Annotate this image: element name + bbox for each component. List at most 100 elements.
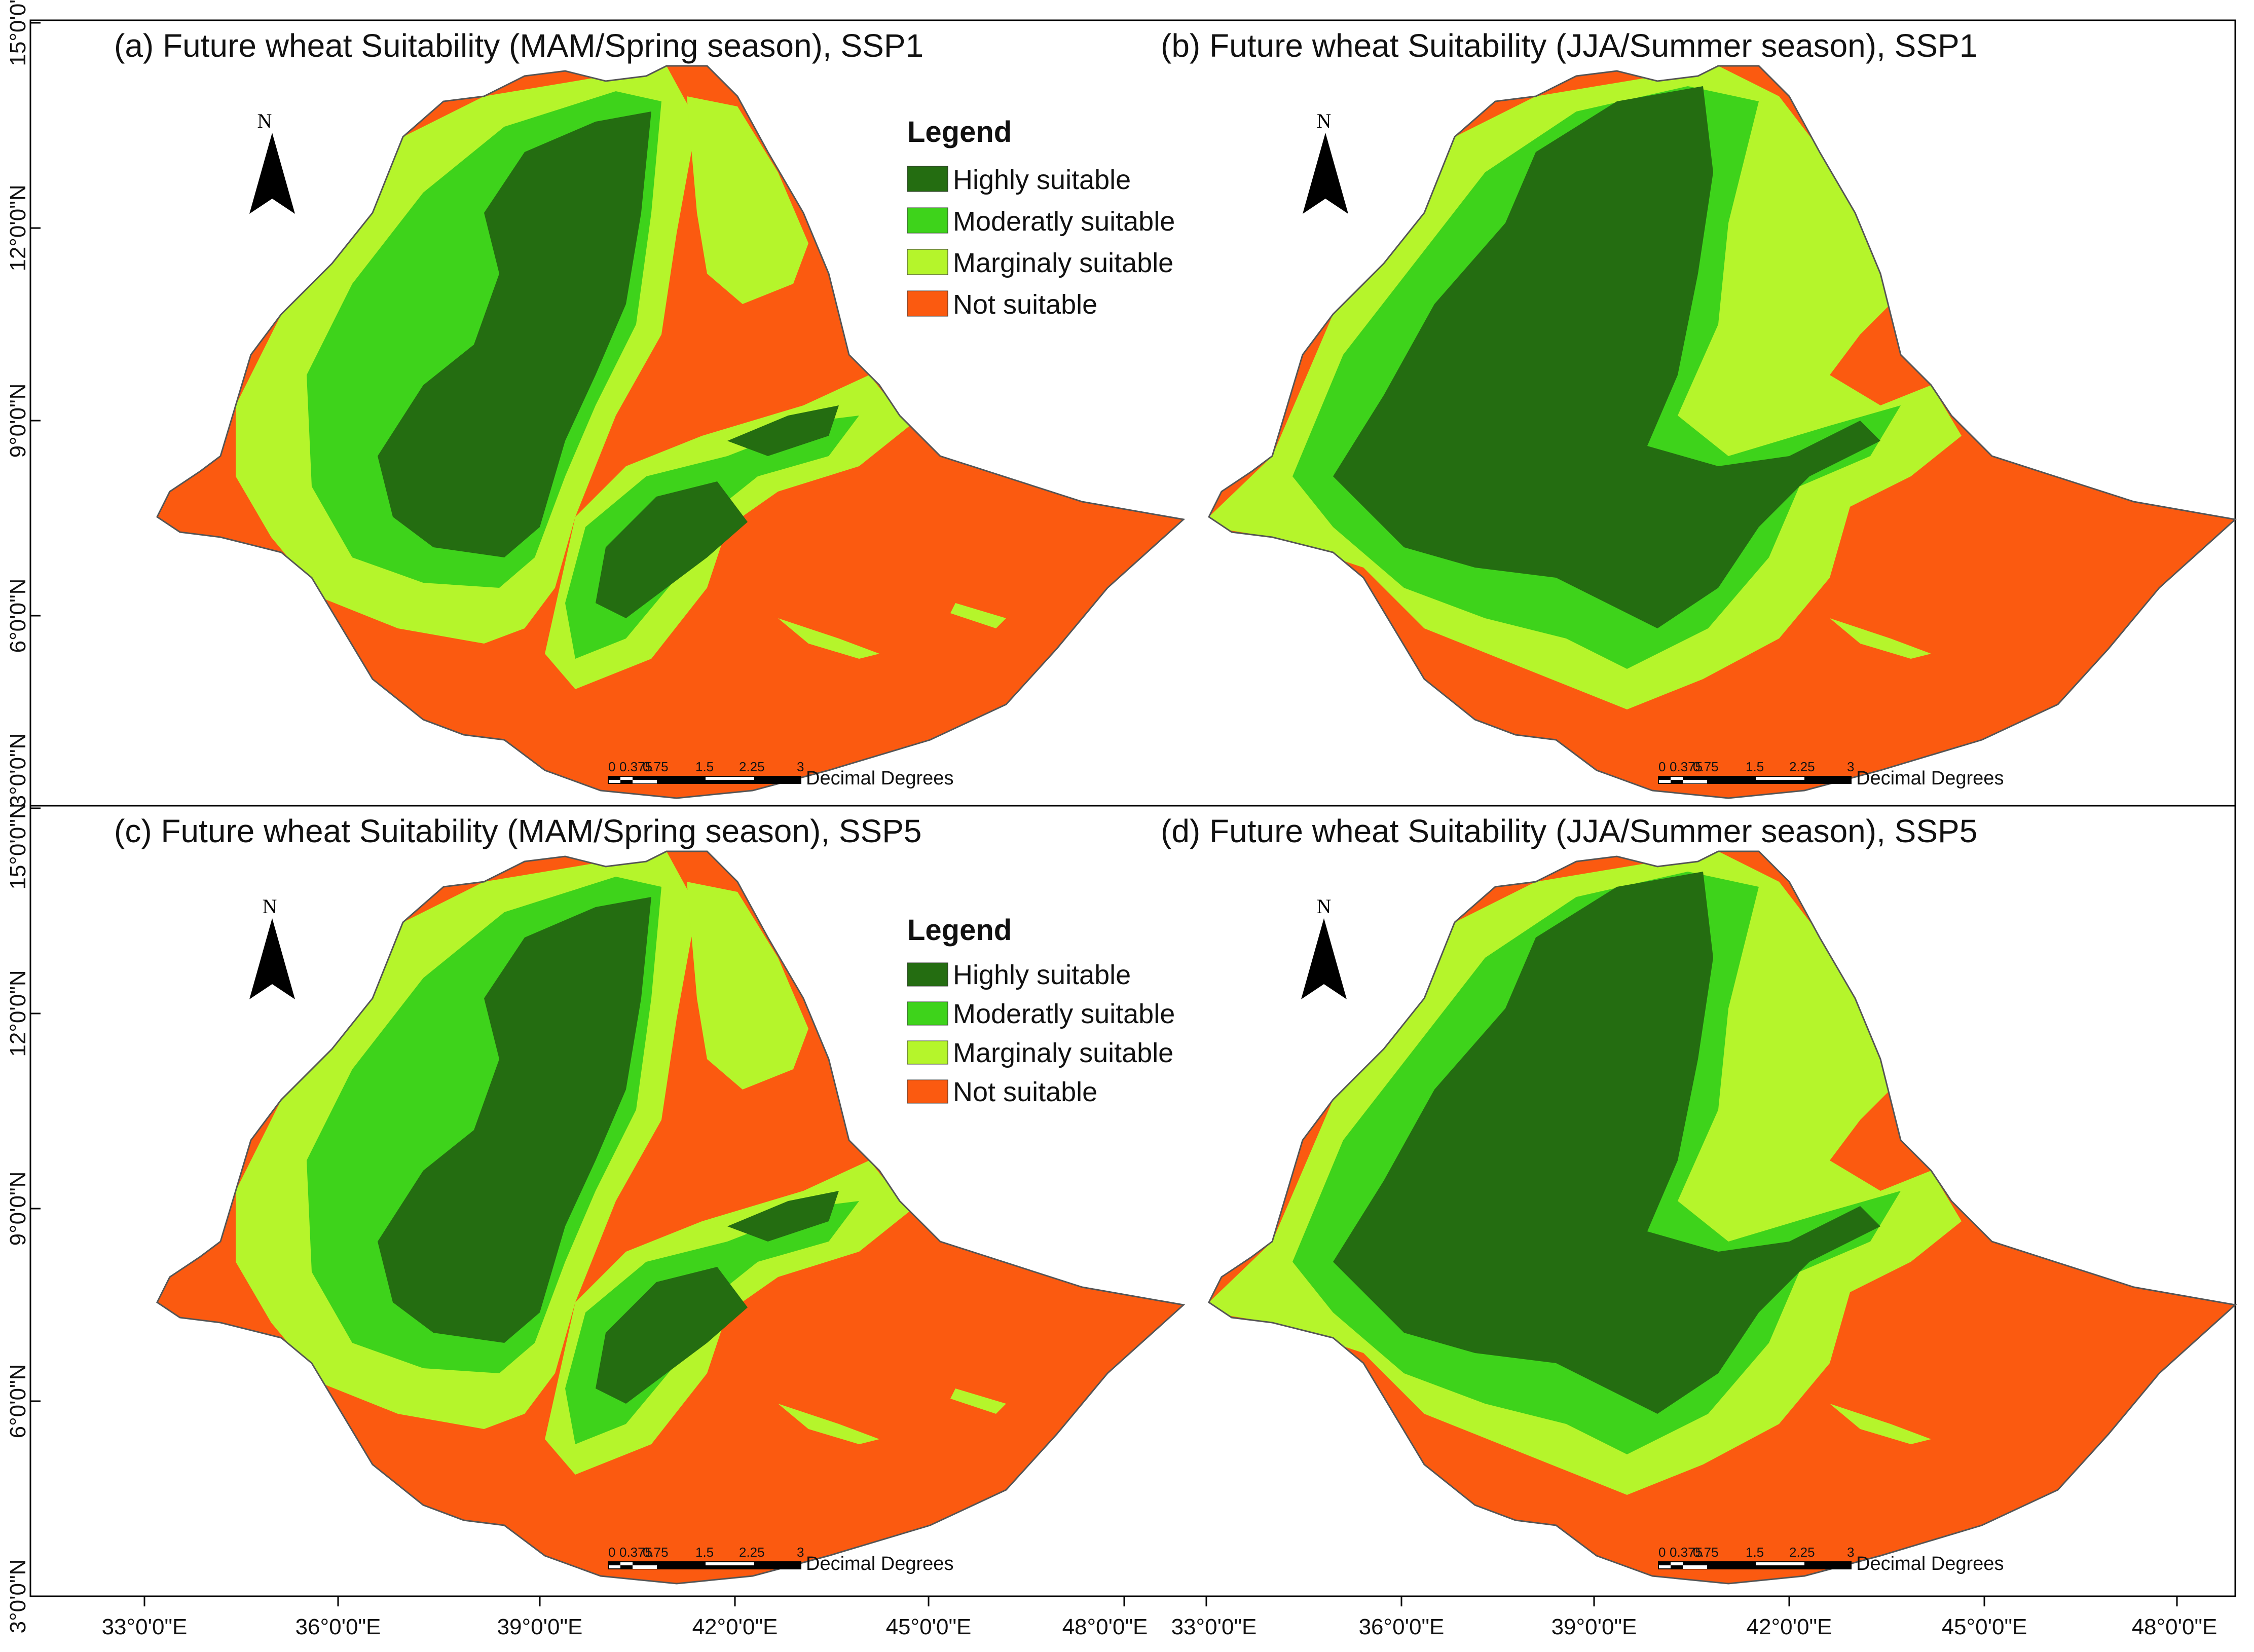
north-arrow-b: N — [1303, 109, 1348, 214]
x-tick-label: 42°0'0"E — [692, 1615, 778, 1639]
legend-heading: Legend — [907, 116, 1012, 148]
map-panel-d — [1209, 851, 2235, 1584]
north-arrow-icon — [249, 133, 295, 214]
north-arrow-icon — [249, 918, 295, 999]
y-tick-label: 12°0'0"N — [6, 970, 30, 1057]
scale-tick-label: 2.25 — [739, 1545, 765, 1560]
north-arrow-label: N — [1317, 109, 1332, 132]
legend-label-not: Not suitable — [953, 1077, 1097, 1107]
scale-tick-label: 0.375 — [1670, 759, 1703, 774]
legend-label-highly: Highly suitable — [953, 165, 1131, 195]
x-tick-label: 45°0'0"E — [886, 1615, 972, 1639]
north-arrow-icon — [1301, 918, 1347, 999]
scale-tick-label: 0 — [1658, 759, 1666, 774]
legend-label-highly: Highly suitable — [953, 960, 1131, 990]
x-tick-label: 36°0'0"E — [295, 1615, 381, 1639]
legend-swatch-marginal — [907, 1040, 948, 1065]
x-tick-label: 39°0'0"E — [497, 1615, 583, 1639]
legend-label-not: Not suitable — [953, 289, 1097, 320]
x-tick-label: 36°0'0"E — [1359, 1615, 1445, 1639]
x-tick-label: 48°0'0"E — [1062, 1615, 1148, 1639]
legend-swatch-not — [907, 290, 948, 317]
legend-swatch-moderate — [907, 207, 948, 234]
y-tick-label: 9°0'0"N — [6, 1172, 30, 1246]
scale-tick-label: 3 — [1847, 1545, 1854, 1560]
scale-tick-label: 1.5 — [1746, 759, 1764, 774]
scale-tick-label: 1.5 — [1746, 1545, 1764, 1560]
y-tick-label: 15°0'0"N — [6, 803, 30, 889]
legend-heading: Legend — [907, 914, 1012, 947]
scale-bar-graphic — [1658, 776, 1852, 784]
y-tick-label: 6°0'0"N — [6, 1364, 30, 1439]
scale-tick-label: 0.75 — [1693, 759, 1719, 774]
scale-tick-label: 3 — [797, 759, 804, 774]
scale-tick-label: 0 — [608, 759, 615, 774]
scale-tick-label: 3 — [1847, 759, 1854, 774]
map-panel-b — [1209, 66, 2235, 798]
panel-title-b: (b) Future wheat Suitability (JJA/Summer… — [1161, 27, 1977, 64]
map-frame-bottom — [29, 805, 2236, 1597]
scale-tick-label: 0 — [608, 1545, 615, 1560]
north-arrow-label: N — [1317, 895, 1332, 918]
north-arrow-c: N — [249, 895, 295, 999]
scale-tick-label: 0.375 — [619, 759, 652, 774]
legend-label-marginal: Marginaly suitable — [953, 248, 1173, 278]
scale-unit: Decimal Degrees — [806, 1553, 953, 1574]
north-arrow-label: N — [263, 895, 277, 918]
north-arrow-icon — [1303, 133, 1348, 214]
legend-swatch-highly — [907, 166, 948, 192]
x-tick-label: 42°0'0"E — [1747, 1615, 1832, 1639]
y-tick-label: 3°0'0"N — [6, 1559, 30, 1634]
scale-bar-b: 0 0.375 0.75 1.5 2.25 3 Decimal Degrees — [1658, 759, 2004, 789]
scale-tick-label: 0.75 — [643, 759, 669, 774]
x-tick-label: 48°0'0"E — [2132, 1615, 2218, 1639]
y-axis-ticks — [30, 22, 41, 1597]
y-tick-label: 3°0'0"N — [6, 733, 30, 808]
x-tick-label: 39°0'0"E — [1551, 1615, 1637, 1639]
north-arrow-d: N — [1301, 895, 1347, 999]
scale-unit: Decimal Degrees — [806, 768, 953, 789]
scale-unit: Decimal Degrees — [1856, 1553, 2004, 1574]
scale-tick-label: 2.25 — [1789, 759, 1815, 774]
scale-tick-label: 1.5 — [695, 1545, 714, 1560]
x-tick-label: 33°0'0"E — [1171, 1615, 1257, 1639]
scale-tick-label: 2.25 — [1789, 1545, 1815, 1560]
scale-bar-c: 0 0.375 0.75 1.5 2.25 3 Decimal Degrees — [608, 1545, 953, 1574]
legend-swatch-highly — [907, 962, 948, 987]
legend-label-moderate: Moderatly suitable — [953, 206, 1175, 237]
legend-swatch-moderate — [907, 1001, 948, 1026]
panel-title-d: (d) Future wheat Suitability (JJA/Summer… — [1161, 813, 1977, 849]
scale-tick-label: 3 — [797, 1545, 804, 1560]
legend-label-marginal: Marginaly suitable — [953, 1038, 1173, 1068]
x-axis-ticks — [143, 1596, 2178, 1606]
legend-swatch-not — [907, 1079, 948, 1104]
scale-tick-label: 0.75 — [643, 1545, 669, 1560]
scale-unit: Decimal Degrees — [1856, 768, 2004, 789]
legend-label-moderate: Moderatly suitable — [953, 999, 1175, 1029]
scale-bar-d: 0 0.375 0.75 1.5 2.25 3 Decimal Degrees — [1658, 1545, 2004, 1574]
panel-title-a: (a) Future wheat Suitability (MAM/Spring… — [114, 27, 923, 64]
scale-bar-graphic — [1658, 1561, 1852, 1569]
scale-tick-label: 1.5 — [695, 759, 714, 774]
y-tick-label: 9°0'0"N — [6, 384, 30, 458]
panel-title-c: (c) Future wheat Suitability (MAM/Spring… — [114, 813, 922, 849]
y-tick-label: 12°0'0"N — [6, 184, 30, 271]
scale-tick-label: 0.375 — [619, 1545, 652, 1560]
scale-bar-graphic — [608, 776, 801, 784]
north-arrow-label: N — [257, 109, 272, 132]
y-tick-label: 15°0'0"N — [6, 0, 30, 66]
scale-tick-label: 0.375 — [1670, 1545, 1703, 1560]
scale-tick-label: 0 — [1658, 1545, 1666, 1560]
legend-bottom: Legend Highly suitable Moderatly suitabl… — [907, 914, 1175, 1107]
legend-swatch-marginal — [907, 249, 948, 275]
scale-tick-label: 0.75 — [1693, 1545, 1719, 1560]
legend-top: Legend Highly suitable Moderatly suitabl… — [907, 116, 1175, 320]
x-tick-label: 45°0'0"E — [1942, 1615, 2027, 1639]
scale-bar-graphic — [608, 1561, 801, 1569]
x-tick-label: 33°0'0"E — [102, 1615, 188, 1639]
y-tick-label: 6°0'0"N — [6, 579, 30, 653]
scale-tick-label: 2.25 — [739, 759, 765, 774]
north-arrow-a: N — [249, 109, 295, 214]
scale-bar-a: 0 0.375 0.75 1.5 2.25 3 Decimal Degrees — [608, 759, 953, 789]
